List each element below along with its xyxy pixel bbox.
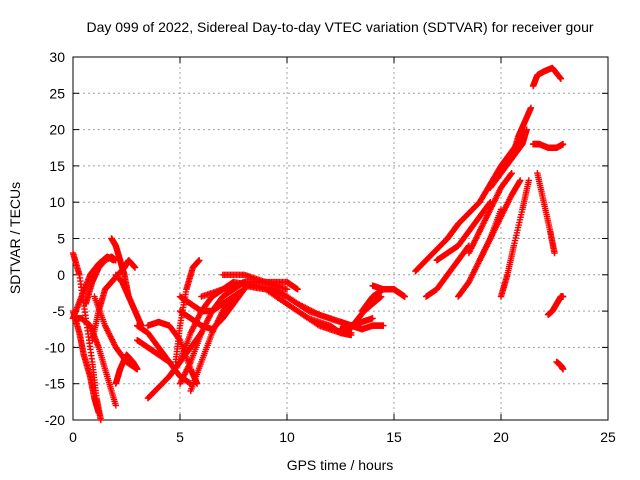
x-tick-label: 10 <box>279 429 295 445</box>
y-tick-label: 10 <box>49 194 65 210</box>
data-point <box>95 409 102 416</box>
y-tick-label: 20 <box>49 122 65 138</box>
data-point <box>527 104 535 112</box>
y-tick-label: 5 <box>57 231 65 247</box>
series-arc-47 <box>553 358 567 373</box>
x-tick-label: 0 <box>69 429 77 445</box>
y-tick-label: 15 <box>49 158 65 174</box>
y-tick-label: -15 <box>45 376 65 392</box>
series-arc-19 <box>176 286 248 333</box>
data-point <box>196 257 203 264</box>
series-arc-2 <box>69 307 102 416</box>
chart-title: Day 099 of 2022, Sidereal Day-to-day VTE… <box>86 19 593 35</box>
data-point <box>559 293 567 300</box>
series-arc-44 <box>529 64 565 90</box>
data-layer <box>69 64 567 424</box>
data-point <box>377 293 385 300</box>
data-point <box>240 287 247 294</box>
data-point <box>551 249 558 257</box>
data-point <box>525 177 533 184</box>
series-arc-40 <box>476 177 524 264</box>
data-point <box>557 75 565 82</box>
data-point <box>112 402 119 409</box>
series-arc-34 <box>433 199 494 264</box>
x-tick-label: 15 <box>386 429 402 445</box>
series-arc-45 <box>534 169 558 257</box>
x-tick-label: 5 <box>176 429 184 445</box>
data-point <box>369 315 376 322</box>
y-axis-label: SDTVAR / TECUs <box>7 182 23 294</box>
series-arc-42 <box>508 104 535 162</box>
series-arc-9 <box>112 351 141 387</box>
data-point <box>131 264 139 271</box>
series-arc-31 <box>369 282 408 300</box>
y-tick-label: 25 <box>49 85 65 101</box>
y-tick-label: 0 <box>57 267 65 283</box>
y-tick-label: -20 <box>45 412 65 428</box>
series-arc-43 <box>529 140 567 151</box>
data-point <box>559 365 567 373</box>
data-point <box>559 140 567 148</box>
x-tick-label: 25 <box>600 429 616 445</box>
series-arc-41 <box>497 177 533 300</box>
data-point <box>380 322 387 329</box>
series-arc-20 <box>176 293 237 315</box>
x-tick-label: 20 <box>493 429 509 445</box>
data-point <box>523 126 530 133</box>
data-point <box>401 293 408 300</box>
data-point <box>97 416 105 424</box>
data-point <box>294 286 301 293</box>
series-arc-33 <box>422 242 473 300</box>
series-arc-5 <box>82 253 119 308</box>
y-tick-label: -5 <box>53 303 66 319</box>
series-arc-37 <box>465 169 515 257</box>
y-tick-label: -10 <box>45 339 65 355</box>
series-arc-27 <box>337 318 387 333</box>
data-point <box>517 177 524 184</box>
data-point <box>508 169 515 177</box>
data-point <box>507 170 515 178</box>
y-tick-label: 30 <box>49 49 65 65</box>
series-arc-46 <box>544 293 567 318</box>
x-axis-label: GPS time / hours <box>287 457 394 473</box>
data-point <box>283 286 291 293</box>
tick-layer: 0 5 10 15 20 25 -20 -15 -10 -5 0 5 10 15 20 25 30 <box>45 49 616 445</box>
data-point <box>134 365 141 373</box>
data-point <box>230 293 237 300</box>
series-arc-10 <box>112 271 145 329</box>
data-point <box>348 331 355 339</box>
series-arc-17 <box>176 278 248 387</box>
series-arc-22 <box>219 271 301 293</box>
